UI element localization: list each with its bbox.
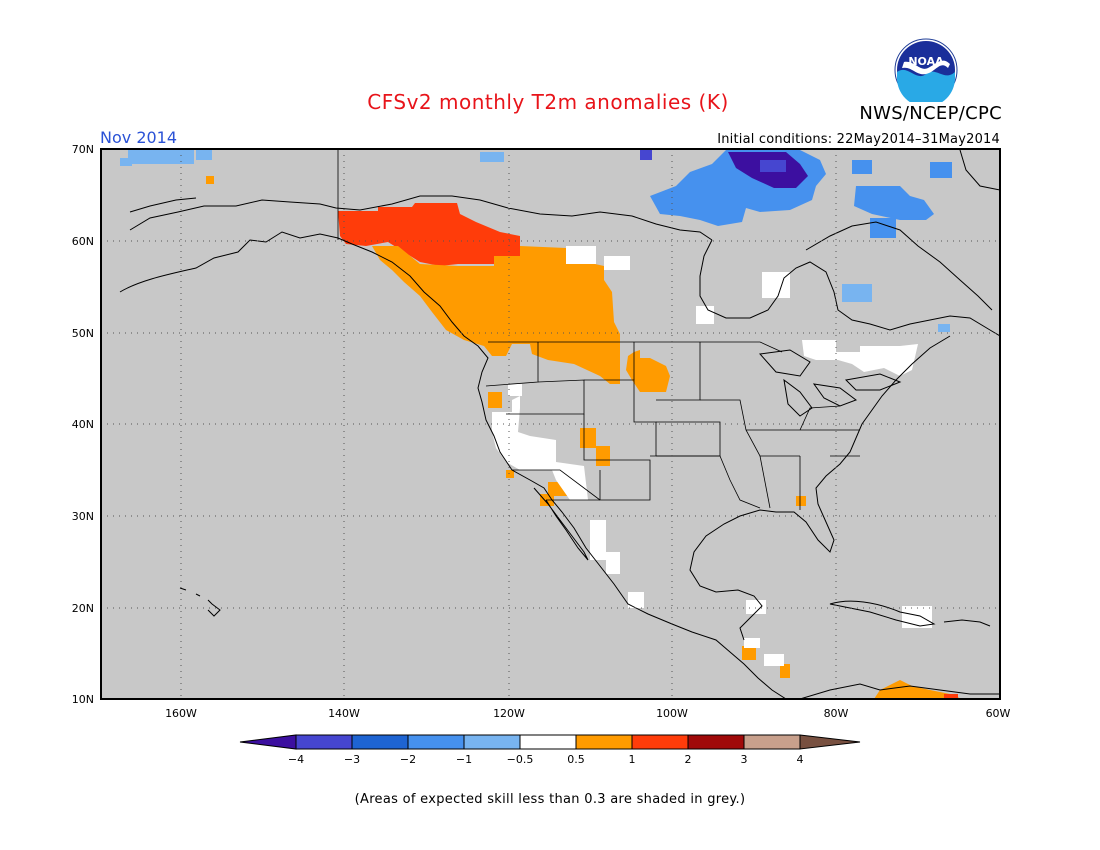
anomaly-region-western-canada (372, 246, 620, 384)
colorbar-label: −1 (456, 753, 472, 766)
anomaly-region-northern-plains (626, 350, 670, 392)
colorbar-swatch (519, 734, 577, 750)
noaa-logo: NOAA (894, 38, 958, 102)
lat-tick-label: 20N (72, 602, 94, 615)
colorbar-swatch (407, 734, 465, 750)
lon-tick-labels: 160W 140W 120W 100W 80W 60W (165, 707, 1010, 720)
logo-text: NOAA (908, 55, 944, 68)
anomaly-region-alaska-yukon (338, 203, 520, 266)
boundaries (337, 150, 860, 510)
colorbar-high-arrow (799, 734, 861, 750)
coastlines (119, 149, 1000, 699)
lon-tick-label: 80W (824, 707, 849, 720)
lon-tick-label: 120W (493, 707, 525, 720)
map-background (101, 149, 1000, 699)
colorbar-swatch (687, 734, 745, 750)
lat-tick-label: 30N (72, 510, 94, 523)
colorbar-label: −0.5 (507, 753, 534, 766)
lon-tick-label: 60W (986, 707, 1011, 720)
colorbar-label: 2 (685, 753, 692, 766)
colorbar-swatch (743, 734, 801, 750)
colorbar-swatch (351, 734, 409, 750)
lon-tick-label: 100W (656, 707, 688, 720)
colorbar-label: 4 (797, 753, 804, 766)
anomaly-region-quebec (802, 340, 918, 376)
lat-tick-label: 70N (72, 143, 94, 156)
colorbar-swatch (575, 734, 633, 750)
colorbar-low-arrow (239, 734, 297, 750)
lat-tick-label: 40N (72, 418, 94, 431)
chart-title: CFSv2 monthly T2m anomalies (K) (367, 90, 729, 114)
anomaly-region-venezuela (874, 680, 962, 699)
colorbar: −4 −3 −2 −1 −0.5 0.5 1 2 3 4 (239, 734, 861, 766)
colorbar-label: −4 (288, 753, 304, 766)
lon-tick-label: 140W (328, 707, 360, 720)
anomaly-shading (120, 150, 962, 699)
lat-tick-label: 10N (72, 693, 94, 706)
initial-conditions-label: Initial conditions: 22May2014–31May2014 (717, 132, 1000, 147)
colorbar-swatch (631, 734, 689, 750)
lat-tick-label: 50N (72, 327, 94, 340)
colorbar-swatch (463, 734, 521, 750)
lat-tick-labels: 70N 60N 50N 40N 30N 20N 10N (72, 143, 94, 706)
colorbar-label: 0.5 (567, 753, 585, 766)
colorbar-label: 3 (741, 753, 748, 766)
valid-month-label: Nov 2014 (100, 128, 178, 147)
lon-tick-label: 160W (165, 707, 197, 720)
lat-tick-label: 60N (72, 235, 94, 248)
colorbar-swatch (295, 734, 353, 750)
anomaly-region-southwest-us (492, 396, 588, 500)
map-frame (100, 148, 1001, 700)
colorbar-label: 1 (629, 753, 636, 766)
skill-footnote: (Areas of expected skill less than 0.3 a… (354, 792, 746, 807)
colorbar-label: −3 (344, 753, 360, 766)
agency-label: NWS/NCEP/CPC (859, 103, 1002, 124)
colorbar-label: −2 (400, 753, 416, 766)
